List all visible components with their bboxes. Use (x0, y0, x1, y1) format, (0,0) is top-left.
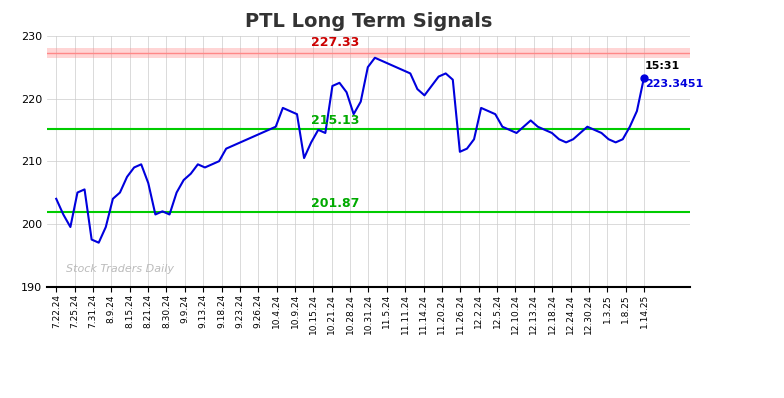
Text: 223.3451: 223.3451 (645, 80, 703, 90)
Text: Stock Traders Daily: Stock Traders Daily (67, 264, 174, 274)
Text: 15:31: 15:31 (645, 61, 681, 71)
Text: 215.13: 215.13 (310, 114, 359, 127)
Text: 227.33: 227.33 (310, 37, 359, 49)
Bar (47, 47, 690, 58)
Text: 201.87: 201.87 (310, 197, 359, 210)
Title: PTL Long Term Signals: PTL Long Term Signals (245, 12, 492, 31)
